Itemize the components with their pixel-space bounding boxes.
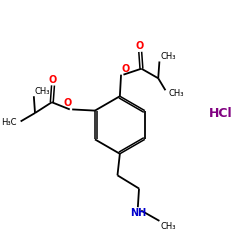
Text: HCl: HCl <box>209 106 232 120</box>
Text: CH₃: CH₃ <box>169 89 184 98</box>
Text: O: O <box>122 64 130 74</box>
Text: O: O <box>48 75 57 85</box>
Text: CH₃: CH₃ <box>34 86 50 96</box>
Text: NH: NH <box>130 208 146 218</box>
Text: O: O <box>63 98 72 108</box>
Text: CH₃: CH₃ <box>160 222 176 230</box>
Text: O: O <box>136 41 144 51</box>
Text: H₃C: H₃C <box>2 118 17 127</box>
Text: CH₃: CH₃ <box>160 52 176 61</box>
